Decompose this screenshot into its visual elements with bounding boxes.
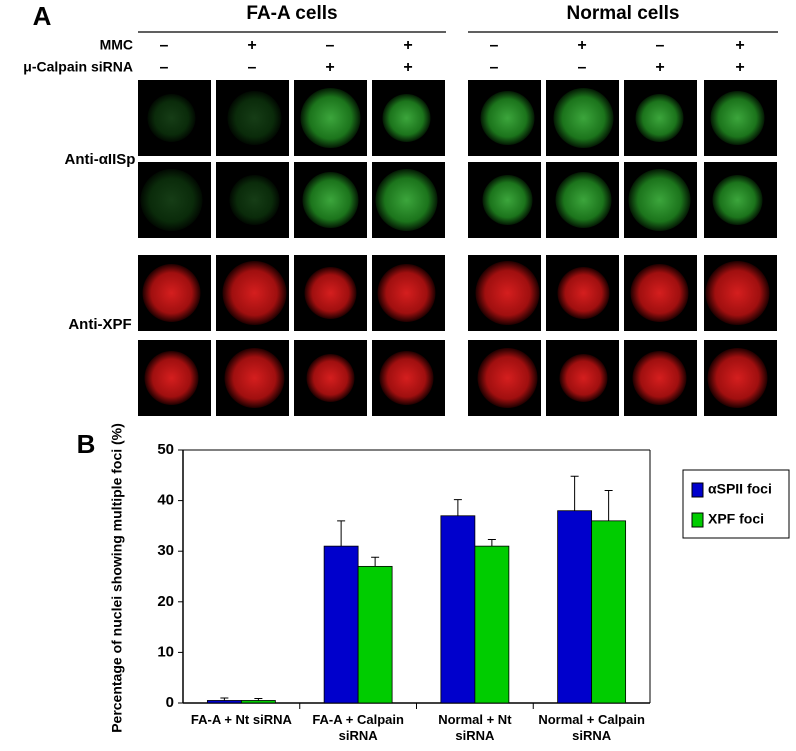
condition-sign: – — [490, 37, 499, 54]
cell — [375, 169, 438, 231]
bar — [206, 700, 242, 704]
condition-sign: + — [325, 59, 334, 76]
condition-sign: + — [403, 59, 412, 76]
cell — [553, 88, 614, 148]
x-tick-label: Normal + Nt siRNA — [438, 712, 512, 743]
cell — [707, 348, 768, 408]
error-bar — [453, 499, 462, 516]
bar — [591, 520, 627, 704]
cell — [224, 348, 285, 408]
cell — [710, 91, 765, 145]
condition-sign: – — [248, 59, 257, 76]
condition-sign: – — [160, 37, 169, 54]
cell — [222, 261, 287, 325]
cell — [379, 351, 434, 405]
cell — [480, 91, 535, 145]
row-label: μ-Calpain siRNA — [23, 59, 133, 75]
cell — [630, 264, 689, 322]
cell — [628, 169, 691, 231]
condition-sign: + — [735, 59, 744, 76]
error-bar — [254, 697, 263, 701]
x-tick-label: FA-A + Calpain siRNA — [312, 712, 404, 743]
cell — [304, 267, 357, 319]
cell — [475, 261, 540, 325]
error-bar — [337, 520, 346, 547]
panel-label: B — [77, 429, 96, 459]
condition-sign: + — [655, 59, 664, 76]
row-label: MMC — [100, 37, 133, 53]
y-tick-label: 10 — [157, 643, 174, 660]
error-bar — [487, 539, 496, 547]
condition-sign: + — [403, 37, 412, 54]
condition-sign: – — [160, 59, 169, 76]
x-tick-label: FA-A + Nt siRNA — [190, 712, 292, 727]
group-title: FA-A cells — [246, 3, 337, 24]
cell — [302, 172, 359, 228]
legend-swatch — [691, 482, 704, 498]
condition-sign: + — [577, 37, 586, 54]
legend-label: XPF foci — [708, 511, 764, 527]
bar — [557, 510, 593, 704]
y-tick-label: 40 — [157, 492, 174, 509]
error-bar — [220, 697, 229, 701]
cell — [144, 351, 199, 405]
bar — [440, 515, 476, 704]
condition-sign: + — [247, 37, 256, 54]
bar — [357, 565, 393, 704]
condition-sign: – — [656, 37, 665, 54]
cell — [705, 261, 770, 325]
condition-sign: – — [578, 59, 587, 76]
y-axis-label: Percentage of nuclei showing multiple fo… — [109, 423, 125, 733]
group-title: Normal cells — [567, 3, 680, 24]
condition-sign: – — [490, 59, 499, 76]
legend-swatch — [691, 512, 704, 528]
bar — [474, 545, 510, 704]
cell — [559, 354, 608, 402]
condition-sign: – — [326, 37, 335, 54]
panel-label: A — [33, 1, 52, 31]
stain-label: Anti-XPF — [68, 316, 131, 333]
cell — [147, 94, 196, 142]
cell — [227, 91, 282, 145]
cell — [382, 94, 431, 142]
error-bar — [604, 489, 613, 521]
x-tick-label: Normal + Calpain siRNA — [538, 712, 645, 743]
condition-sign: + — [735, 37, 744, 54]
legend-label: αSPII foci — [708, 481, 772, 497]
y-tick-label: 0 — [166, 694, 174, 711]
cell — [300, 88, 361, 148]
cell — [306, 354, 355, 402]
cell — [142, 264, 201, 322]
cell — [712, 175, 763, 225]
bar — [240, 700, 276, 704]
bar — [323, 545, 359, 704]
cell — [229, 175, 280, 225]
cell — [477, 348, 538, 408]
cell — [482, 175, 533, 225]
error-bar — [371, 556, 380, 567]
cell — [377, 264, 436, 322]
stain-label: Anti-αIISp — [65, 151, 136, 168]
cell — [140, 169, 203, 231]
y-tick-label: 30 — [157, 542, 174, 559]
cell — [555, 172, 612, 228]
cell — [632, 351, 687, 405]
cell — [635, 94, 684, 142]
cell — [557, 267, 610, 319]
y-tick-label: 50 — [157, 441, 174, 458]
error-bar — [570, 475, 579, 511]
y-tick-label: 20 — [157, 593, 174, 610]
